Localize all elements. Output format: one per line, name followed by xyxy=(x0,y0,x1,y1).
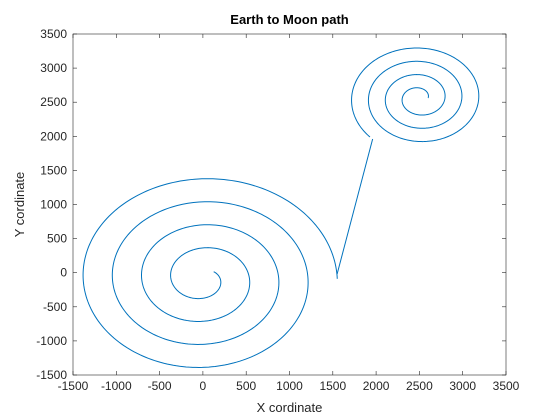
x-tick-label: 1500 xyxy=(319,379,346,393)
x-tick-label: 500 xyxy=(236,379,256,393)
x-axis: -1500 -1000 -500 0 500 1000 1500 2000 2500 3000 35… xyxy=(58,34,520,393)
x-tick-label: -1000 xyxy=(101,379,132,393)
y-tick-label: -1000 xyxy=(36,334,67,348)
y-tick-label: 2000 xyxy=(40,129,67,143)
y-tick-label: -500 xyxy=(43,300,67,314)
y-tick-label: 3000 xyxy=(40,61,67,75)
x-tick-label: -1500 xyxy=(58,379,89,393)
x-tick-label: 2500 xyxy=(406,379,433,393)
earth-orbit-spiral xyxy=(82,178,338,368)
x-tick-label: -500 xyxy=(148,379,172,393)
y-tick-label: 500 xyxy=(47,232,67,246)
plot-lines xyxy=(82,47,480,368)
x-axis-label: X cordinate xyxy=(257,400,323,415)
x-tick-label: 2000 xyxy=(363,379,390,393)
y-tick-label: 1500 xyxy=(40,163,67,177)
x-tick-label: 0 xyxy=(200,379,207,393)
y-tick-label: 1000 xyxy=(40,198,67,212)
transfer-trajectory-line xyxy=(336,138,374,275)
y-axis: -1500 -1000 -500 0 500 1000 1500 2000 2500 3000 35… xyxy=(36,27,506,382)
moon-orbit-spiral xyxy=(351,47,480,143)
y-tick-label: -1500 xyxy=(36,368,67,382)
x-tick-label: 1000 xyxy=(276,379,303,393)
y-tick-label: 0 xyxy=(60,266,67,280)
plot-area xyxy=(72,33,507,376)
x-tick-label: 3000 xyxy=(449,379,476,393)
chart-title: Earth to Moon path xyxy=(230,12,348,27)
y-axis-label: Y cordinate xyxy=(12,172,27,238)
y-tick-label: 3500 xyxy=(40,27,67,41)
x-tick-label: 3500 xyxy=(493,379,520,393)
y-tick-label: 2500 xyxy=(40,95,67,109)
